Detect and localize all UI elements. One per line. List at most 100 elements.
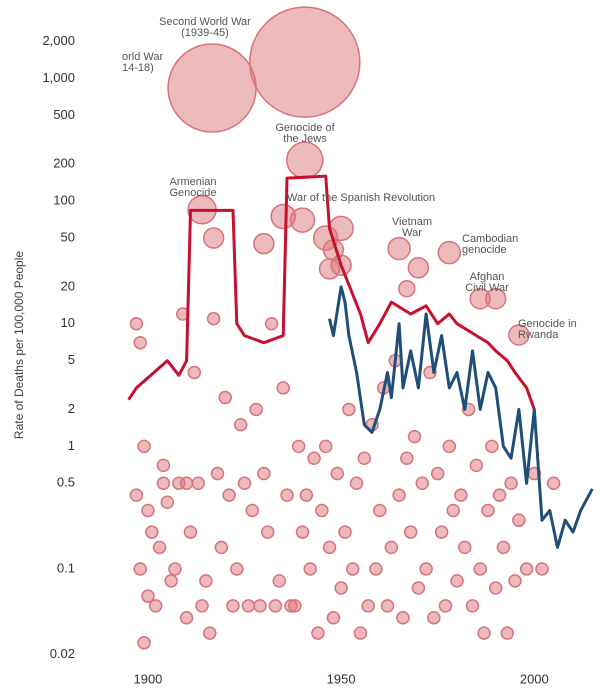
annotation: genocide [462,244,507,256]
bubble [369,562,383,576]
y-tick-label: 2 [68,401,75,416]
bubble [485,439,499,454]
bubble [492,488,507,502]
y-tick-label: 0.5 [57,475,75,490]
annotation: (1939-45) [181,27,229,39]
bubble [168,562,182,576]
bubble [407,257,430,279]
bubble [133,335,147,350]
annotation: Vietnam [392,216,432,228]
bubble [465,599,480,613]
bubble [222,488,236,502]
bubble [272,574,287,588]
bubble [353,626,368,640]
bubble [226,599,240,613]
bubble [419,562,433,576]
bubble [430,466,445,481]
bubble [299,488,314,502]
bubble [326,611,341,625]
bubble [129,488,144,502]
bubble [257,466,271,481]
annotation: War of the Spanish Revolution [287,192,435,204]
bubble [387,236,411,261]
bubble [349,476,364,491]
annotation: War [402,227,422,239]
bubble [253,599,267,613]
annotation: Cambodian [462,233,518,245]
bubble [291,439,306,454]
bubble [357,451,372,465]
bubble [249,6,361,118]
bubble [137,439,151,454]
bubble [473,562,487,576]
bubble [454,488,468,502]
y-tick-label: 100 [53,193,75,208]
bubble [133,562,147,576]
bubble [373,503,387,518]
bubble [214,540,229,555]
bubble [442,439,457,454]
y-tick-label: 1 [68,438,75,453]
bubble [230,562,244,576]
bubble [484,287,507,310]
bubble [137,636,151,650]
bubble [195,599,209,613]
bubble [469,458,484,473]
bubble [546,476,561,491]
y-tick-label: 0.1 [57,560,75,575]
bubble [241,599,256,613]
bubble [477,626,491,640]
bubble [535,562,549,576]
bubble [288,599,302,613]
bubble [191,476,205,491]
bubble [427,611,441,625]
bubble [286,141,324,179]
bubble [508,324,530,346]
bubble [403,525,418,539]
annotation: Genocide [169,187,216,199]
bubble [280,488,294,502]
bubble [488,581,503,595]
bubble [407,429,422,444]
bubble [233,418,248,432]
bubble [289,207,316,233]
y-tick-label: 10 [61,315,75,330]
bubble [311,626,325,640]
bubble [187,365,202,380]
bubble [218,390,232,405]
bubble [249,402,263,417]
y-tick-label: 1,000 [42,70,75,85]
bubble [345,562,360,576]
annotation: the Jews [283,133,327,145]
bubble [307,451,321,465]
bubble [156,476,171,491]
bubble [508,574,522,588]
x-tick-label: 1950 [327,671,356,686]
bubble [330,466,345,481]
bubble [260,525,275,539]
bubble [446,503,460,518]
annotation: Genocide of [275,122,335,134]
y-tick-label: 0.02 [50,646,75,661]
x-tick-label: 1900 [133,671,162,686]
bubble [437,240,462,265]
annotation: 14-18) [122,62,154,74]
bubble [342,402,356,417]
bubble [438,599,453,613]
bubble [141,589,155,603]
bubble [500,626,515,640]
bubble [206,311,221,326]
bubble [411,581,426,595]
bubble [481,503,495,518]
bubble [315,503,329,518]
y-tick-label: 20 [61,278,75,293]
y-tick-label: 200 [53,156,75,171]
bubble [334,581,348,595]
bubble [384,540,399,555]
bubble [264,316,279,331]
y-tick-label: 2,000 [42,33,75,48]
bubble [361,599,375,613]
line [127,174,536,410]
bubble [141,503,155,518]
bubble [156,458,171,473]
